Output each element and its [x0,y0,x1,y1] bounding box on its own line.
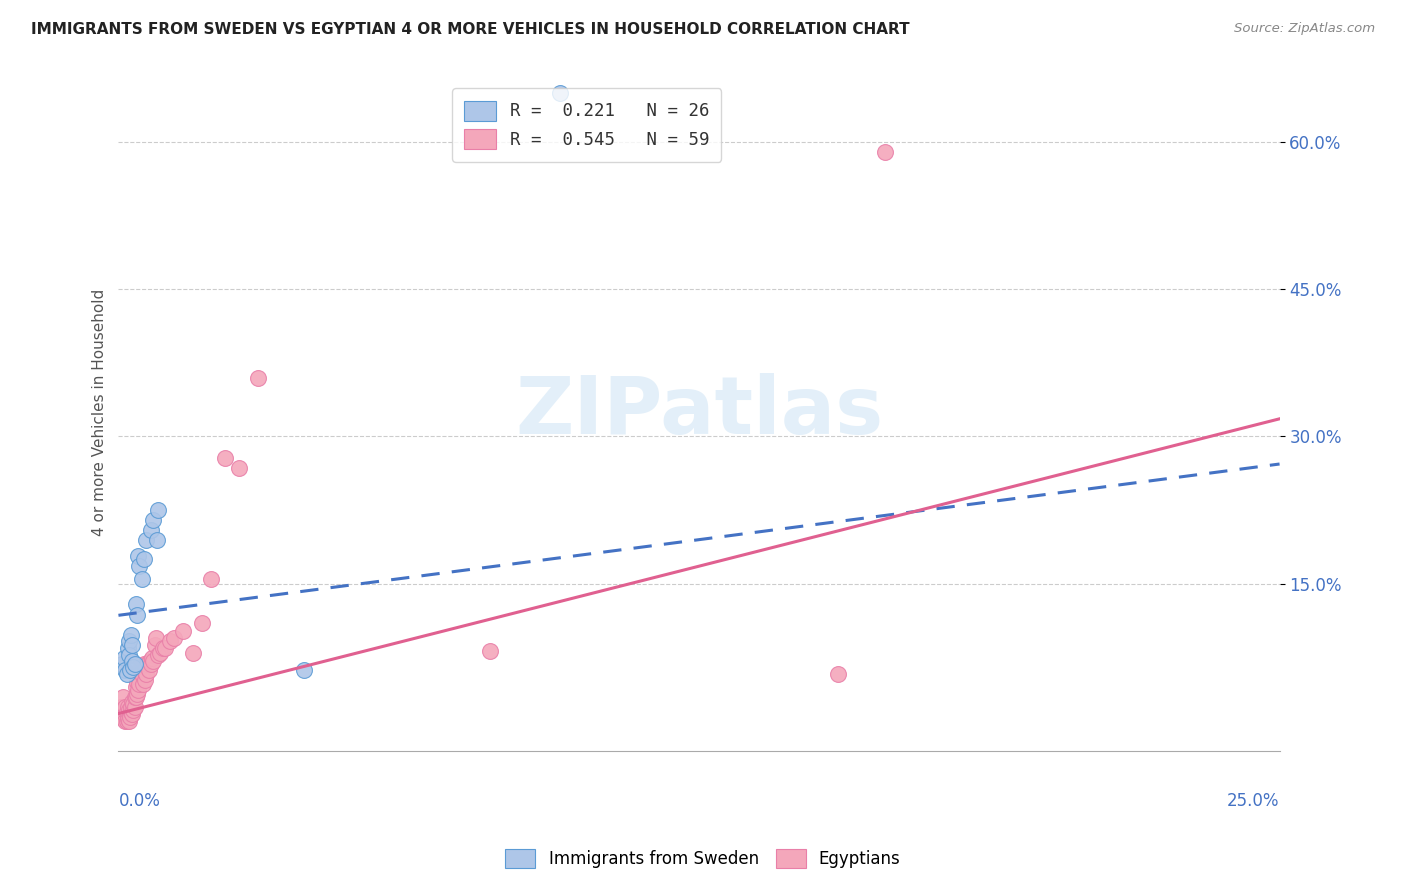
Point [146,503,169,517]
Point [111,709,134,723]
Point [118,663,141,677]
Point [146,648,169,662]
Point [121,695,143,709]
Point [135,667,157,681]
Point [121,706,143,721]
Point [124,657,146,672]
Point [136,657,159,672]
Point [125,687,148,701]
Point [214,451,236,466]
Text: ZIPatlas: ZIPatlas [515,373,883,451]
Point [128,559,150,574]
Point [118,633,141,648]
Point [127,683,149,698]
Point [873,145,896,159]
Point [131,667,153,681]
Point [548,86,571,100]
Point [124,699,146,714]
Point [114,699,136,714]
Point [152,640,174,655]
Point [132,657,155,672]
Point [128,677,150,691]
Point [131,572,153,586]
Point [115,667,138,681]
Point [118,703,141,717]
Text: 0.0%: 0.0% [118,791,160,810]
Point [159,633,181,648]
Y-axis label: 4 or more Vehicles in Household: 4 or more Vehicles in Household [93,288,107,535]
Point [131,677,153,691]
Point [191,616,214,631]
Point [114,714,136,729]
Legend: Immigrants from Sweden, Egyptians: Immigrants from Sweden, Egyptians [499,842,907,875]
Point [124,690,146,704]
Point [115,705,138,719]
Point [125,680,148,694]
Point [112,690,135,704]
Point [142,653,165,667]
Point [139,657,162,672]
Point [112,650,135,665]
Point [145,631,167,645]
Point [118,709,141,723]
Point [120,628,142,642]
Point [163,631,186,645]
Point [121,638,143,652]
Point [139,653,162,667]
Point [120,699,142,714]
Point [827,667,849,681]
Point [122,697,145,711]
Point [145,533,167,547]
Point [125,608,148,623]
Point [139,523,162,537]
Text: 25.0%: 25.0% [1227,791,1279,810]
Point [181,646,204,660]
Point [118,706,141,721]
Text: Source: ZipAtlas.com: Source: ZipAtlas.com [1234,22,1375,36]
Point [125,690,148,704]
Point [112,713,135,727]
Point [122,660,145,674]
Point [149,646,172,660]
Point [127,670,149,684]
Legend: R =  0.221   N = 26, R =  0.545   N = 59: R = 0.221 N = 26, R = 0.545 N = 59 [453,88,721,161]
Point [110,699,132,714]
Point [172,624,194,638]
Point [292,663,315,677]
Point [134,673,156,688]
Point [120,705,142,719]
Point [117,640,139,655]
Point [153,640,176,655]
Point [117,713,139,727]
Point [135,533,157,547]
Text: IMMIGRANTS FROM SWEDEN VS EGYPTIAN 4 OR MORE VEHICLES IN HOUSEHOLD CORRELATION C: IMMIGRANTS FROM SWEDEN VS EGYPTIAN 4 OR … [31,22,910,37]
Point [125,597,148,611]
Point [132,552,155,566]
Point [118,648,141,662]
Point [228,461,250,475]
Point [479,643,502,657]
Point [143,638,166,652]
Point [138,663,160,677]
Point [115,714,138,729]
Point [122,703,145,717]
Point [114,663,136,677]
Point [121,653,143,667]
Point [118,714,141,729]
Point [142,513,165,527]
Point [246,370,269,384]
Point [125,675,148,690]
Point [111,657,134,672]
Point [129,660,152,674]
Point [141,650,163,665]
Point [117,699,139,714]
Point [200,572,222,586]
Point [127,549,149,564]
